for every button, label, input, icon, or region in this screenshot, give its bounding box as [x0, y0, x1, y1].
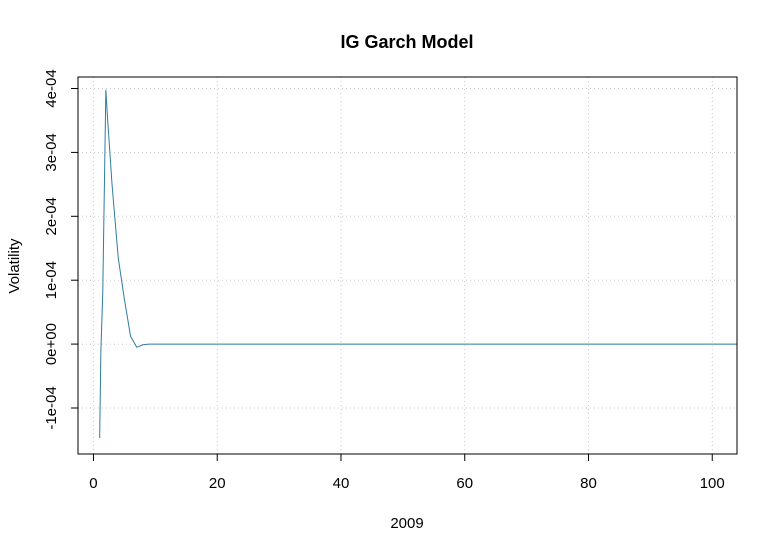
y-axis-label: Volatility — [6, 238, 23, 294]
x-tick-label: 60 — [456, 475, 473, 492]
y-tick-label: -1e-04 — [43, 386, 60, 429]
y-tick-label: 3e-04 — [43, 133, 60, 171]
y-tick-label: 2e-04 — [43, 197, 60, 235]
x-tick-label: 40 — [333, 475, 350, 492]
y-tick-label: 4e-04 — [43, 69, 60, 107]
y-tick-label: 0e+00 — [43, 323, 60, 365]
x-tick-label: 80 — [580, 475, 597, 492]
series-layer — [99, 89, 737, 439]
x-tick-label: 100 — [700, 475, 725, 492]
plot-frame — [77, 76, 738, 455]
x-axis: 0 20 40 60 80 100 — [89, 454, 725, 492]
y-tick-label: 1e-04 — [43, 261, 60, 299]
grid — [78, 77, 737, 454]
y-axis: -1e-04 0e+00 1e-04 2e-04 3e-04 4e-04 — [43, 69, 78, 430]
x-tick-label: 0 — [89, 475, 97, 492]
x-tick-label: 20 — [209, 475, 226, 492]
chart-title: IG Garch Model — [340, 32, 473, 52]
series-line-0 — [99, 89, 737, 439]
x-axis-label: 2009 — [390, 515, 423, 532]
